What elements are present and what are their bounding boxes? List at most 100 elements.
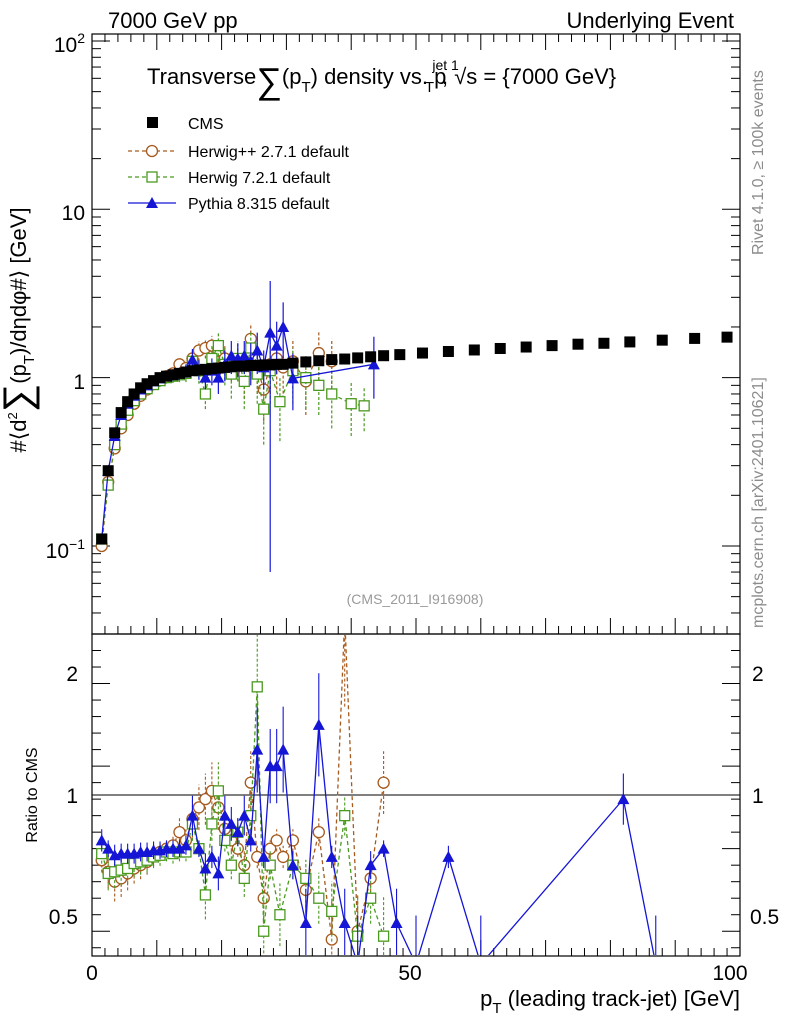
ratio-axis-label: Ratio to CMS (24, 747, 41, 842)
data-point (689, 332, 701, 344)
data-point (186, 353, 199, 365)
ratio-point (251, 681, 263, 693)
data-point (394, 349, 406, 361)
ratio-line (101, 635, 385, 940)
data-point (102, 465, 114, 477)
data-point (199, 363, 211, 375)
legend-label-herwigpp: Herwig++ 2.7.1 default (188, 144, 350, 161)
data-point (141, 378, 153, 390)
data-point (313, 379, 325, 391)
ratio-point (390, 916, 403, 928)
legend-marker-pythia (146, 197, 158, 208)
ratio-point (192, 801, 206, 814)
ratio-point (286, 834, 300, 847)
ratio-point (270, 834, 283, 847)
ratio-point (212, 785, 225, 797)
ratio-point (274, 909, 286, 921)
ratio-point (617, 793, 630, 805)
data-point (109, 427, 121, 439)
ratio-point (286, 859, 299, 871)
data-point (109, 438, 121, 451)
ratio-point (364, 892, 377, 904)
legend-item-herwig7: Herwig 7.2.1 default (128, 170, 331, 187)
ratio-point (199, 862, 212, 874)
legend-label-pythia: Pythia 8.315 default (188, 196, 330, 213)
data-point (135, 382, 147, 394)
ratio-point (312, 718, 325, 730)
data-point (270, 339, 283, 351)
data-point (313, 355, 325, 367)
data-point (286, 372, 299, 384)
side-bottom-label: mcplots.cern.ch [arXiv:2401.10621] (750, 377, 767, 628)
x-axis-label: pT (leading track-jet) [GeV] (480, 986, 740, 1017)
ratio-tick-0.5-right: 0.5 (750, 906, 779, 929)
data-point (546, 340, 558, 352)
ratio-point (186, 809, 199, 821)
ratio-point (238, 809, 251, 821)
ratio-point (258, 925, 270, 937)
ratio-point (312, 826, 325, 839)
ratio-axis-ticks (91, 650, 741, 956)
data-point (277, 358, 289, 370)
legend-marker-herwigpp (145, 144, 159, 158)
ratio-point (325, 850, 338, 862)
data-point (199, 388, 212, 400)
ratio-point (339, 809, 351, 822)
data-point (251, 360, 263, 372)
ratio-point (206, 818, 218, 830)
data-point (115, 407, 127, 419)
y-axis-label: #⟨d2∑(pT)/dηdφ#⟩ [GeV] (0, 207, 40, 452)
data-point (277, 320, 290, 332)
legend-item-pythia: Pythia 8.315 default (128, 196, 330, 213)
data-point (148, 375, 160, 387)
ratio-point (442, 850, 455, 862)
main-plot-series (95, 281, 733, 573)
data-point (378, 350, 390, 362)
data-point (367, 358, 380, 370)
legend-item-cms: CMS (147, 116, 224, 133)
ratio-point (212, 867, 225, 879)
ratio-point (173, 842, 186, 854)
data-point (186, 365, 198, 377)
ratio-point (251, 743, 264, 755)
legend-label-cms: CMS (188, 116, 224, 133)
data-point (345, 398, 357, 410)
data-point (161, 370, 173, 382)
legend-marker-cms (147, 117, 158, 128)
data-point (102, 479, 114, 491)
ratio-point (225, 817, 238, 829)
ratio-point (277, 850, 290, 864)
data-point (251, 344, 264, 356)
ratio-point (244, 834, 257, 846)
ratio-point (173, 826, 186, 839)
ratio-tick-0.5: 0.5 (49, 906, 78, 929)
ratio-point (299, 916, 312, 928)
ratio-point (244, 776, 257, 789)
data-point (219, 361, 231, 373)
x-tick-100: 100 (712, 962, 747, 985)
ratio-point (192, 842, 205, 854)
y-tick-100: 102 (54, 30, 85, 57)
data-point (167, 369, 179, 381)
series-cms (96, 331, 733, 545)
ratio-point (205, 850, 218, 862)
data-point (96, 533, 108, 545)
data-point (520, 341, 532, 353)
ratio-tick-1-right: 1 (752, 785, 764, 808)
ratio-point (199, 792, 212, 806)
data-point (212, 339, 225, 352)
side-top-label: Rivet 4.1.0, ≥ 100k events (750, 70, 767, 255)
ratio-point (95, 834, 108, 846)
data-point (212, 362, 224, 374)
data-point (232, 360, 244, 372)
y-tick-labels: 102 10 1 10−1 (46, 30, 86, 563)
x-tick-50: 50 (398, 962, 421, 985)
data-point (326, 354, 338, 366)
data-point (206, 363, 218, 375)
ratio-point (377, 930, 390, 942)
ratio-point (377, 842, 390, 854)
data-point (258, 359, 270, 371)
header-right: Underlying Event (566, 8, 734, 33)
data-point (624, 336, 636, 348)
